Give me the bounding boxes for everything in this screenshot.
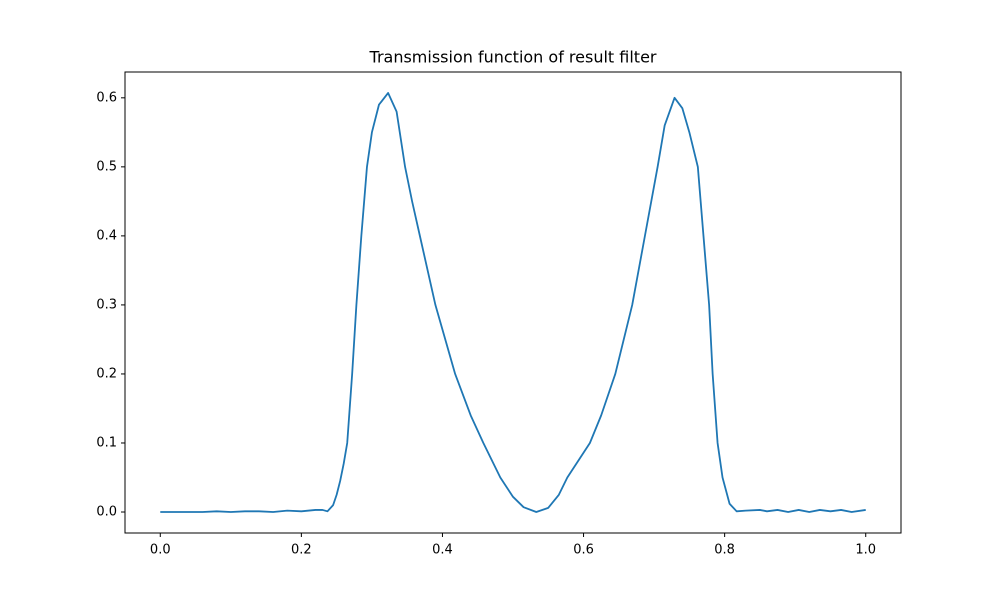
x-tick-label: 0.2	[291, 543, 312, 558]
y-tick-label: 0.6	[96, 90, 117, 105]
y-tick-label: 0.3	[96, 297, 117, 312]
chart-title: Transmission function of result filter	[369, 48, 657, 67]
y-tick-label: 0.0	[96, 505, 117, 520]
plot-frame	[124, 71, 902, 534]
x-tick-label: 0.0	[150, 543, 171, 558]
y-tick-label: 0.4	[96, 228, 117, 243]
data-line	[160, 92, 866, 513]
y-tick-label: 0.2	[96, 366, 117, 381]
x-tick-label: 0.8	[714, 543, 735, 558]
y-tick-label: 0.1	[96, 435, 117, 450]
y-tick-label: 0.5	[96, 159, 117, 174]
x-tick-label: 0.6	[573, 543, 594, 558]
x-tick-label: 0.4	[432, 543, 453, 558]
x-tick-label: 1.0	[855, 543, 876, 558]
